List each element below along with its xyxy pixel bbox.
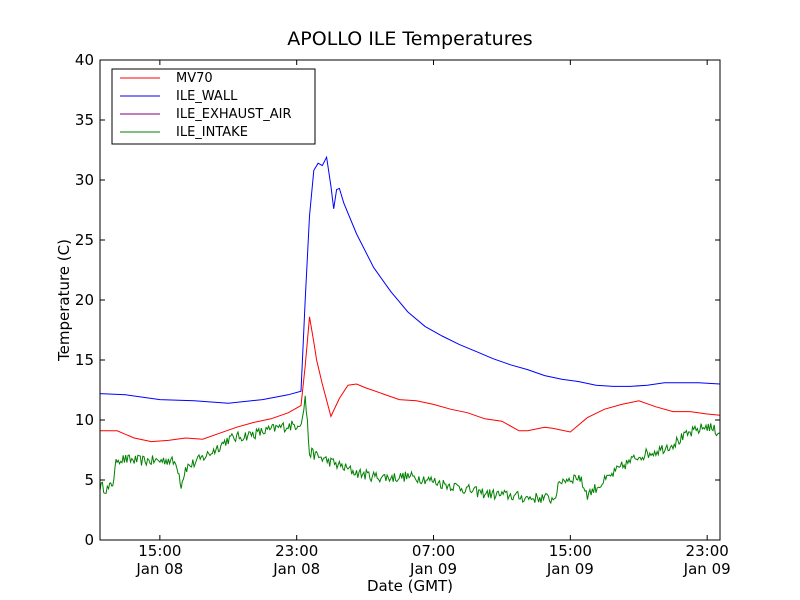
y-tick-label: 10 bbox=[75, 411, 94, 429]
y-tick-label: 5 bbox=[84, 471, 94, 489]
x-tick-label-date: Jan 09 bbox=[683, 560, 731, 578]
y-tick-label: 20 bbox=[75, 291, 94, 309]
y-tick-label: 30 bbox=[75, 171, 94, 189]
y-tick-label: 0 bbox=[84, 531, 94, 549]
y-tick-label: 40 bbox=[75, 51, 94, 69]
x-tick-label-date: Jan 09 bbox=[409, 560, 457, 578]
y-axis: 0 5 10 15 20 25 30 35 40 bbox=[75, 51, 720, 549]
x-tick-label-time: 15:00 bbox=[138, 542, 181, 560]
legend-label: ILE_EXHAUST_AIR bbox=[176, 107, 292, 122]
series-line-mv70 bbox=[100, 316, 721, 443]
y-axis-label: Temperature (C) bbox=[55, 239, 73, 362]
y-tick-label: 15 bbox=[75, 351, 94, 369]
legend-label: ILE_INTAKE bbox=[176, 125, 248, 140]
x-axis-label: Date (GMT) bbox=[367, 577, 453, 595]
legend-label: ILE_WALL bbox=[176, 89, 238, 104]
chart-title: APOLLO ILE Temperatures bbox=[287, 28, 532, 50]
x-tick-label-date: Jan 09 bbox=[546, 560, 594, 578]
legend: MV70 ILE_WALL ILE_EXHAUST_AIR ILE_INTAKE bbox=[111, 68, 316, 145]
y-tick-label: 25 bbox=[75, 231, 94, 249]
series-line-ile-wall bbox=[99, 155, 721, 404]
x-tick-label-date: Jan 08 bbox=[135, 560, 183, 578]
x-tick-label-time: 15:00 bbox=[549, 542, 592, 560]
x-tick-label-date: Jan 08 bbox=[272, 560, 320, 578]
x-tick-label-time: 23:00 bbox=[275, 542, 318, 560]
x-tick-label-time: 07:00 bbox=[412, 542, 455, 560]
series-line-ile-intake bbox=[99, 395, 721, 505]
plot-area bbox=[99, 155, 721, 505]
legend-label: MV70 bbox=[176, 71, 213, 86]
y-tick-label: 35 bbox=[75, 111, 94, 129]
x-tick-label-time: 23:00 bbox=[686, 542, 729, 560]
